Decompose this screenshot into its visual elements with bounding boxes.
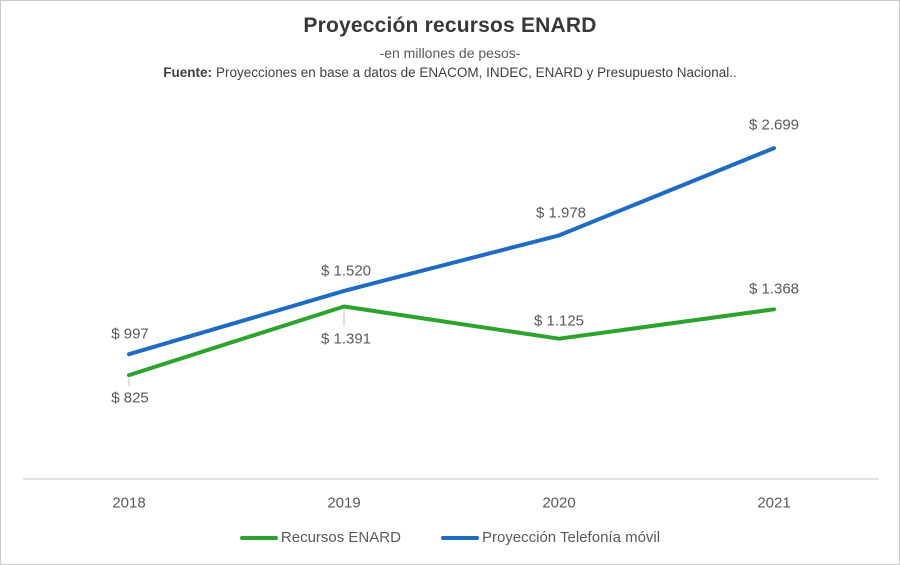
chart-title: Proyección recursos ENARD [303,14,597,37]
legend-line-swatch [239,535,278,540]
legend-label: Recursos ENARD [280,529,401,546]
series-line-1 [127,146,776,357]
legend-line-swatch [440,535,479,540]
legend-item-proyecci-n-telefon-a-m-vil: Proyección Telefonía móvil [440,529,661,546]
chart-legend: Recursos ENARD Proyección Telefonía móvil [1,529,899,546]
chart-subtitle: -en millones de pesos- [379,45,521,61]
source-label: Fuente: [163,65,212,80]
legend-label: Proyección Telefonía móvil [481,529,661,546]
chart-source: Fuente: Proyecciones en base a datos de E… [1,65,899,80]
series-line-0 [127,304,776,378]
chart-header: Proyección recursos ENARD -en millones d… [1,14,899,80]
source-text: Proyecciones en base a datos de ENACOM, … [216,65,737,80]
legend-item-recursos-enard: Recursos ENARD [239,529,401,546]
